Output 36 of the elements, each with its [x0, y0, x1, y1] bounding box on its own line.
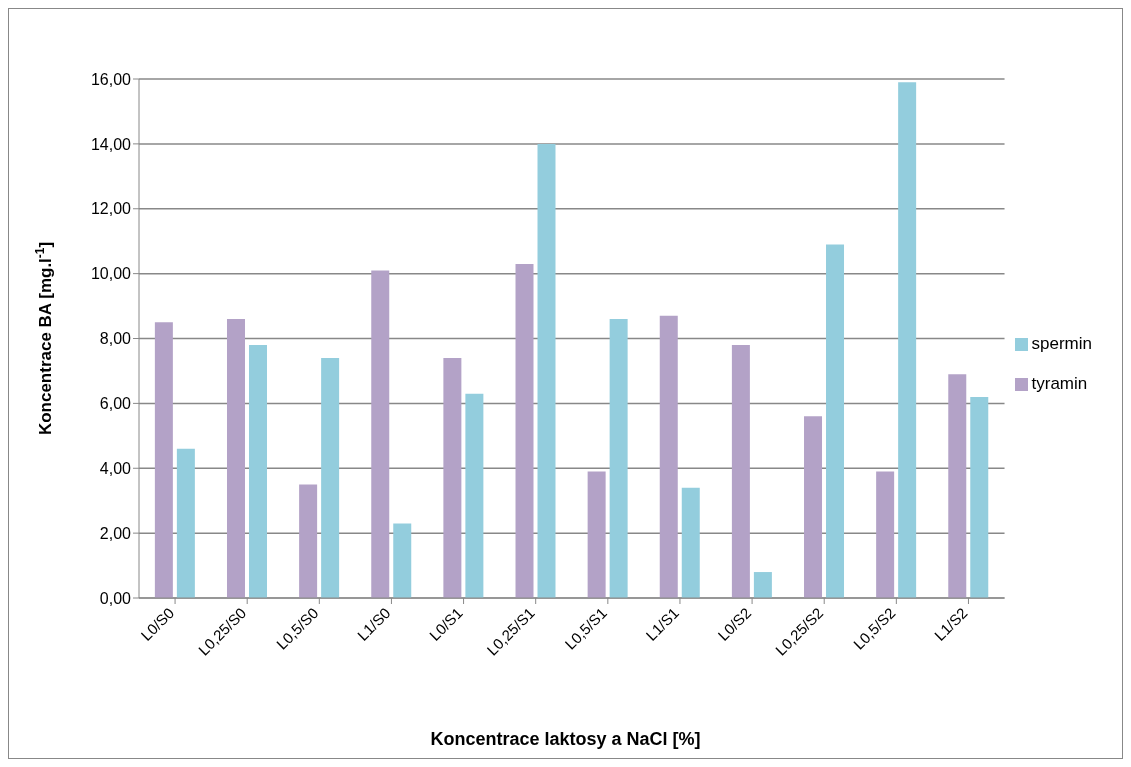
bar	[249, 344, 267, 598]
y-tick-label: 2,00	[99, 524, 132, 542]
bar	[826, 244, 845, 598]
y-tick-label: 12,00	[90, 200, 132, 218]
legend-label: tyramin	[1031, 373, 1088, 393]
bar	[970, 396, 989, 598]
bar	[393, 523, 412, 598]
bar	[609, 319, 628, 598]
bar	[371, 270, 390, 598]
bar	[537, 143, 556, 598]
x-axis-title: Koncentrace laktosy a NaCl [%]	[429, 729, 702, 750]
y-tick-label: 16,00	[90, 70, 132, 88]
bar	[876, 471, 895, 598]
bar	[753, 572, 772, 598]
y-tick-label: 4,00	[99, 459, 132, 477]
bar	[176, 448, 195, 598]
bar	[321, 357, 340, 598]
bar	[948, 374, 967, 598]
bar	[659, 315, 678, 598]
y-tick-label: 14,00	[90, 135, 132, 153]
bar	[227, 319, 245, 598]
y-tick-label: 6,00	[99, 395, 132, 413]
bar	[587, 471, 606, 598]
legend-label: spermin	[1031, 333, 1092, 353]
y-tick-label: 8,00	[99, 330, 132, 348]
bar	[898, 82, 917, 598]
bar	[299, 484, 318, 598]
bar	[515, 263, 534, 598]
bar	[443, 357, 462, 598]
y-tick-label: 0,00	[99, 589, 132, 607]
bar	[681, 487, 700, 598]
bar	[154, 322, 173, 598]
bar	[731, 344, 750, 598]
bar	[804, 416, 823, 598]
y-tick-label: 10,00	[90, 265, 132, 283]
bar	[465, 393, 484, 598]
